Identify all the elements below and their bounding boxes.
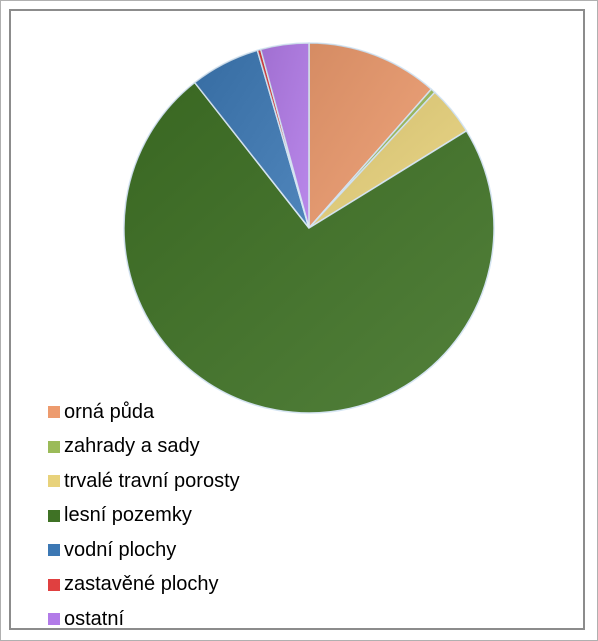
legend-label: ostatní [64, 607, 125, 630]
pie-slice-shade-0 [309, 43, 432, 228]
pie-slice-shade-5 [257, 49, 309, 229]
legend-swatch [48, 475, 60, 488]
pie-slice-shade-4 [194, 50, 309, 228]
legend-swatch [48, 578, 60, 591]
legend-swatch [48, 440, 60, 453]
legend-item: ostatní [48, 602, 240, 637]
pie-slice-shade-2 [309, 92, 467, 228]
legend-item: orná půda [48, 395, 240, 430]
legend-label: trvalé travní porosty [64, 469, 240, 492]
pie-slice-shade-3 [124, 82, 495, 414]
legend-item: zastavěné plochy [48, 568, 240, 603]
legend-item: zahrady a sady [48, 430, 240, 465]
legend-label: zastavěné plochy [64, 573, 219, 596]
legend: orná půda zahrady a sady trvalé travní por… [48, 395, 240, 637]
legend-swatch [48, 544, 60, 557]
legend-item: trvalé travní porosty [48, 464, 240, 499]
legend-label: lesní pozemky [64, 504, 192, 527]
legend-label: zahrady a sady [64, 435, 200, 458]
legend-label: orná půda [64, 400, 155, 423]
legend-swatch [48, 406, 60, 419]
legend-item: lesní pozemky [48, 499, 240, 534]
pie-slice-shade-6 [260, 43, 309, 228]
legend-swatch [48, 509, 60, 522]
legend-item: vodní plochy [48, 533, 240, 568]
legend-swatch [48, 613, 60, 626]
legend-label: vodní plochy [64, 538, 177, 561]
